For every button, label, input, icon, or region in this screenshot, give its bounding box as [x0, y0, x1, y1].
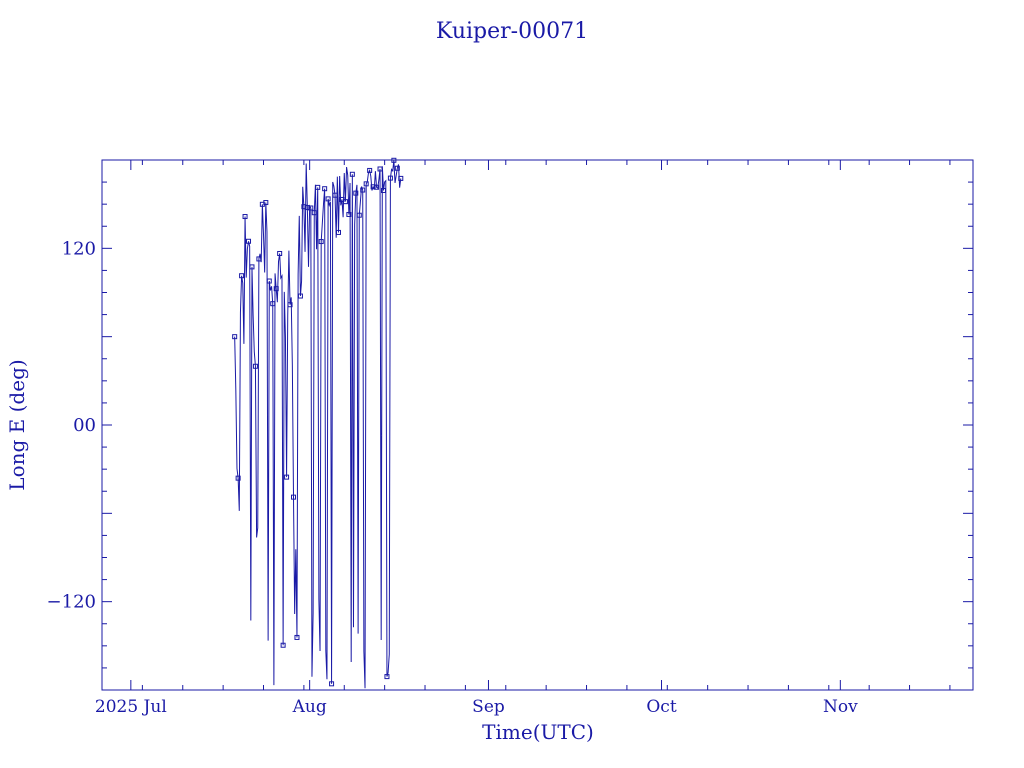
data-point — [256, 256, 262, 262]
y-tick-label: 00 — [73, 415, 96, 436]
x-tick-label: Aug — [292, 697, 327, 717]
data-point — [284, 474, 290, 480]
plot-frame — [101, 159, 974, 691]
y-axis-label: Long E (deg) — [5, 359, 29, 490]
data-point — [270, 301, 276, 307]
data-point — [311, 210, 317, 216]
axes — [101, 159, 973, 691]
chart-title: Kuiper-00071 — [436, 19, 588, 44]
data-point — [398, 175, 404, 181]
x-tick-label: Nov — [823, 697, 858, 717]
data-point — [291, 494, 296, 500]
x-tick-label: Oct — [646, 697, 676, 717]
data-point — [360, 187, 366, 193]
data-point — [353, 190, 359, 196]
data-point — [387, 175, 393, 181]
data-point — [287, 302, 293, 308]
data-point — [394, 165, 400, 171]
x-axis-label: Time(UTC) — [482, 720, 594, 744]
data-point — [246, 238, 252, 244]
series-line — [234, 160, 402, 689]
data-point — [332, 192, 338, 198]
x-tick-label: Sep — [472, 697, 505, 717]
data-point — [322, 186, 328, 192]
data-point — [294, 634, 300, 640]
data-point — [349, 171, 355, 177]
tick-labels: 120 00 −120 2025 Jul Aug Sep Oct Nov — [47, 238, 859, 717]
data-point — [318, 239, 324, 245]
data-point — [273, 286, 279, 292]
data-point — [374, 184, 380, 190]
data-point — [380, 187, 386, 193]
data-point — [239, 273, 245, 279]
data-point — [336, 229, 341, 235]
data-point — [356, 212, 362, 218]
data-point — [263, 200, 269, 206]
data-point — [308, 205, 314, 211]
data-point — [249, 264, 255, 270]
data-point — [304, 205, 310, 211]
data-point — [384, 674, 390, 680]
data-point — [315, 184, 321, 190]
data-point — [370, 184, 376, 190]
series-layer — [232, 157, 404, 689]
data-point — [367, 167, 373, 173]
data-point — [346, 211, 352, 217]
data-point — [252, 363, 258, 369]
data-point — [342, 199, 348, 205]
data-point — [301, 204, 307, 210]
data-point — [377, 166, 383, 172]
y-tick-label: 120 — [62, 238, 96, 259]
data-point — [235, 475, 241, 481]
data-point — [325, 196, 331, 202]
data-point — [363, 181, 369, 187]
data-point — [280, 642, 286, 648]
x-tick-label: 2025 Jul — [95, 697, 167, 717]
data-point — [277, 250, 283, 256]
data-point — [266, 278, 272, 284]
data-point — [297, 293, 303, 299]
data-point — [242, 214, 248, 220]
y-tick-label: −120 — [47, 592, 96, 613]
data-point — [232, 334, 238, 340]
data-point — [329, 681, 335, 687]
